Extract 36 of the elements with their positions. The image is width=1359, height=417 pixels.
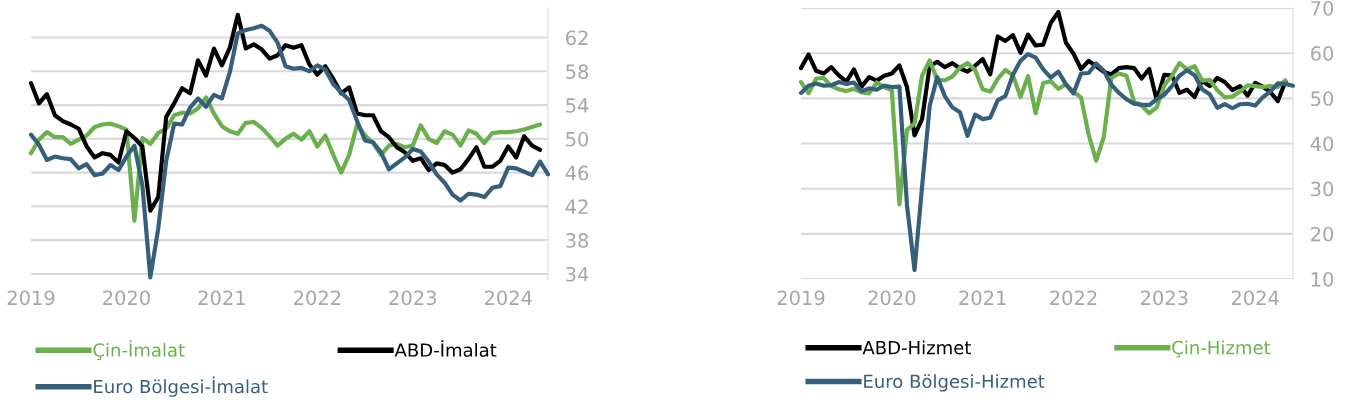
x-tick-label: 2023: [389, 290, 436, 306]
legend-label: ABD-İmalat: [394, 340, 497, 357]
y-tick-label: 50: [1311, 91, 1334, 106]
y-tick-label: 46: [565, 165, 589, 181]
x-tick-label: 2024: [484, 290, 532, 306]
x-tick-label: 2022: [294, 290, 341, 306]
legend-label: Çin-İmalat: [93, 340, 185, 361]
y-tick-label: 54: [566, 98, 589, 113]
legend-label: Çin-Hizmet: [1172, 340, 1271, 358]
x-tick-label: 2024: [1231, 290, 1279, 306]
y-tick-label: 30: [1311, 181, 1334, 197]
x-tick-label: 2020: [868, 290, 916, 306]
x-tick-label: 2019: [777, 290, 825, 306]
legend-label: Euro Bölgesi-Hizmet: [864, 374, 1045, 392]
y-tick-label: 50: [566, 131, 589, 147]
x-tick-label: 2021: [959, 290, 1006, 306]
line-series: [798, 51, 1296, 273]
y-tick-label: 20: [1311, 226, 1334, 242]
x-tick-label: 2020: [103, 290, 150, 306]
x-tick-label: 2022: [1050, 290, 1097, 306]
legend-label: Euro Bölgesi-İmalat: [94, 376, 268, 397]
y-tick-label: 70: [1311, 0, 1334, 16]
x-tick-label: 2023: [1141, 290, 1188, 306]
legend-label: ABD-Hizmet: [862, 340, 971, 355]
x-tick-label: 2021: [198, 290, 245, 306]
y-tick-label: 38: [566, 233, 589, 248]
y-tick-label: 10: [1311, 271, 1334, 287]
y-tick-label: 58: [566, 64, 589, 79]
y-tick-label: 62: [566, 30, 588, 46]
x-tick-label: 2019: [7, 290, 55, 306]
y-tick-label: 60: [1311, 46, 1334, 61]
y-tick-label: 40: [1310, 136, 1334, 152]
line-series: [28, 23, 551, 280]
y-tick-label: 34: [566, 266, 589, 282]
y-tick-label: 42: [565, 199, 588, 214]
line-series: [28, 12, 543, 213]
